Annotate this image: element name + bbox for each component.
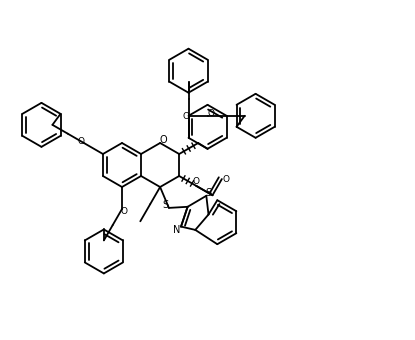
Text: O: O bbox=[120, 207, 127, 217]
Text: S: S bbox=[163, 200, 169, 210]
Text: O: O bbox=[208, 109, 215, 118]
Text: O: O bbox=[77, 136, 84, 146]
Text: N: N bbox=[173, 225, 181, 235]
Text: O: O bbox=[159, 135, 167, 145]
Text: O: O bbox=[222, 174, 229, 184]
Text: S: S bbox=[205, 188, 211, 198]
Text: O: O bbox=[193, 177, 200, 186]
Text: O: O bbox=[182, 112, 189, 120]
